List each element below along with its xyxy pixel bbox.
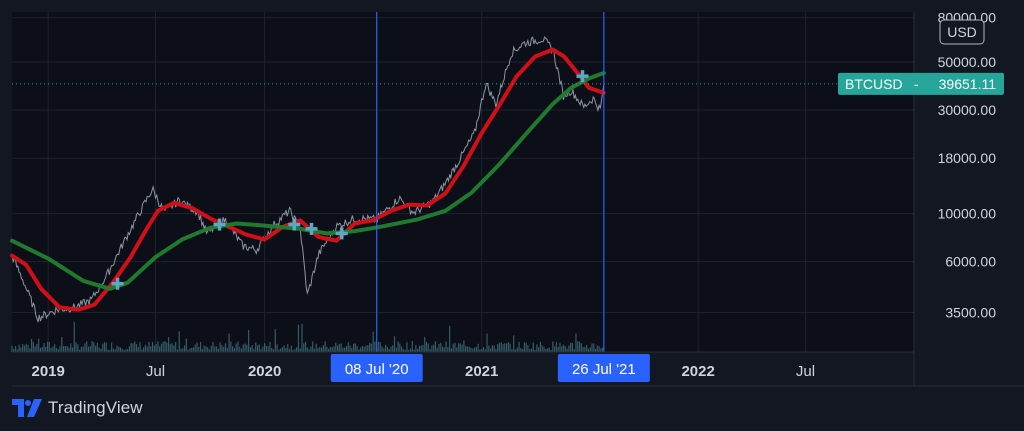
axis-overlays: BTCUSD - 39651.11 USD (12, 19, 1004, 95)
y-tick-label: 10000.00 (938, 206, 997, 222)
crossover-marker (576, 70, 589, 83)
y-tick-label: 3500.00 (945, 304, 996, 320)
y-tick-label: 6000.00 (945, 254, 996, 270)
crossover-marker (335, 227, 348, 240)
y-tick-label: 18000.00 (938, 150, 997, 166)
crossover-markers (111, 70, 589, 290)
x-tick-label: 2019 (31, 363, 64, 380)
x-tick-label: 2020 (248, 363, 281, 380)
tradingview-branding[interactable]: TradingView (12, 398, 143, 418)
crosshair-date-label: 08 Jul '20 (345, 361, 409, 378)
badge-separator: - (914, 76, 919, 92)
x-tick-label: Jul (146, 363, 165, 380)
tradingview-logo-icon (12, 399, 42, 417)
last-price-badge (838, 72, 1004, 95)
volume-bars (11, 321, 604, 352)
time-axis[interactable]: 2019 Jul 2020 2021 2022 Jul (31, 363, 815, 380)
price-axis[interactable]: 80000.0050000.0030000.0018000.0010000.00… (938, 10, 997, 321)
y-tick-label: 50000.00 (938, 54, 997, 70)
x-tick-label: 2021 (465, 363, 498, 380)
tradingview-wordmark: TradingView (48, 398, 143, 417)
crossover-marker (288, 218, 301, 231)
crossover-marker (305, 222, 318, 235)
crosshair-date-badge (330, 354, 423, 382)
price-line (11, 36, 605, 323)
y-tick-label: 30000.00 (938, 102, 997, 118)
crossover-marker (213, 218, 226, 231)
symbol-label: BTCUSD (845, 76, 903, 92)
x-tick-label: Jul (796, 363, 815, 380)
crosshair-lines: 08 Jul '20 26 Jul '21 (330, 12, 650, 382)
crosshair-date-label: 26 Jul '21 (572, 361, 636, 378)
currency-badge (939, 19, 985, 45)
plot-area (12, 12, 914, 352)
currency-label: USD (947, 24, 977, 40)
crosshair-date-badge (557, 354, 650, 382)
x-tick-label: 2022 (681, 363, 714, 380)
crossover-marker (111, 277, 124, 290)
last-price-label: 39651.11 (939, 76, 997, 92)
